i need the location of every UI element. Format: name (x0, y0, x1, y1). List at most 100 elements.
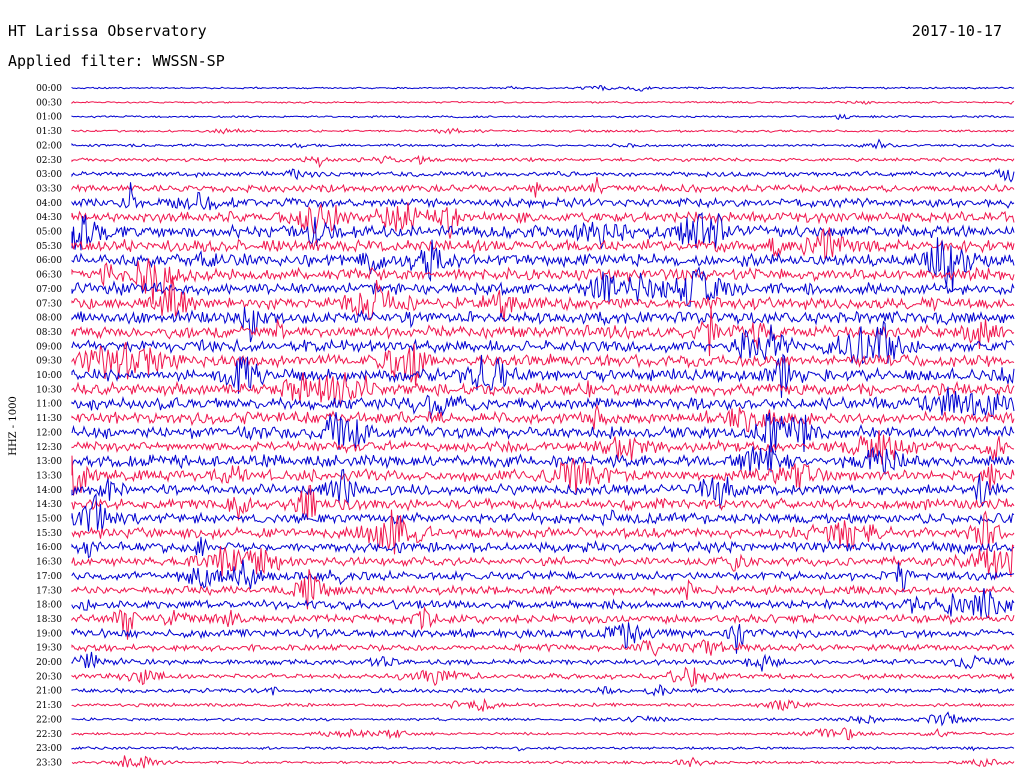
tick-label: 21:00 (36, 687, 62, 697)
trace-row (71, 588, 1015, 619)
trace-group (71, 85, 1015, 769)
tick-label: 15:30 (36, 529, 62, 539)
trace-row (71, 536, 1015, 559)
trace-row (71, 353, 1015, 398)
trace-row (71, 277, 1015, 322)
tick-label: 12:00 (36, 428, 62, 438)
trace-row (71, 372, 1015, 406)
tick-label: 05:30 (36, 242, 62, 252)
tick-label: 22:00 (36, 715, 62, 725)
tick-label: 19:30 (36, 644, 62, 654)
tick-label: 16:00 (36, 543, 62, 553)
tick-label: 14:30 (36, 500, 62, 510)
trace-row (71, 168, 1015, 183)
tick-label: 14:00 (36, 486, 62, 496)
tick-label: 00:30 (36, 98, 62, 108)
trace-row (71, 622, 1015, 654)
tick-label: 03:30 (36, 184, 62, 194)
trace-row (71, 265, 1015, 307)
trace-row (71, 559, 1015, 594)
tick-label: 18:00 (36, 601, 62, 611)
tick-label: 18:30 (36, 615, 62, 625)
trace-row (71, 307, 1015, 343)
trace-row (71, 138, 1014, 150)
tick-label: 11:00 (36, 400, 62, 410)
trace-row (71, 430, 1015, 465)
tick-label: 12:30 (36, 443, 62, 453)
trace-row (71, 308, 1015, 357)
trace-row (71, 666, 1015, 688)
tick-label: 08:00 (36, 314, 62, 324)
trace-row (71, 341, 1015, 386)
tick-label: 03:00 (36, 170, 62, 180)
tick-label: 10:00 (36, 371, 62, 381)
trace-row (71, 455, 1015, 496)
trace-row (71, 445, 1015, 476)
trace-row (71, 492, 1015, 532)
trace-row (71, 182, 1015, 211)
tick-label: 17:30 (36, 586, 62, 596)
trace-row (71, 569, 1015, 610)
trace-row (71, 403, 1015, 433)
trace-row (71, 154, 1015, 169)
tick-label: 07:00 (36, 285, 62, 295)
trace-row (71, 484, 1015, 521)
trace-row (71, 745, 1015, 752)
tick-label: 22:30 (36, 730, 62, 740)
tick-label: 13:00 (36, 457, 62, 467)
tick-label: 01:30 (36, 127, 62, 137)
tick-label: 23:30 (36, 758, 62, 768)
tick-label: 23:00 (36, 744, 62, 754)
tick-label: 04:00 (36, 199, 62, 209)
trace-row (71, 258, 1015, 305)
trace-row (71, 237, 1015, 292)
tick-label: 21:30 (36, 701, 62, 711)
tick-label: 04:30 (36, 213, 62, 223)
trace-row (71, 113, 1014, 120)
trace-row (71, 468, 1015, 509)
tick-label: 06:00 (36, 256, 62, 266)
tick-label: 01:00 (36, 113, 62, 123)
trace-row (71, 176, 1015, 198)
tick-label: 15:00 (36, 515, 62, 525)
trace-row (71, 100, 1015, 105)
filter-label: Applied filter: WWSSN-SP (8, 52, 225, 70)
trace-row (71, 212, 1015, 251)
tick-label: 17:00 (36, 572, 62, 582)
trace-row (71, 605, 1015, 640)
tick-label: 09:00 (36, 342, 62, 352)
trace-row (71, 509, 1015, 555)
trace-row (71, 227, 1015, 260)
trace-row (71, 711, 1015, 727)
trace-row (71, 755, 1015, 769)
tick-label: 02:30 (36, 156, 62, 166)
tick-label: 13:30 (36, 471, 62, 481)
station-title: HT Larissa Observatory (8, 22, 207, 40)
tick-label: 10:30 (36, 385, 62, 395)
tick-label: 20:30 (36, 672, 62, 682)
trace-row (71, 651, 1015, 672)
tick-label: 07:30 (36, 299, 62, 309)
trace-row (71, 386, 1015, 419)
tick-label-group: 00:00 00:30 01:00 01:30 02:00 02:30 03:00 03:30… (36, 84, 62, 768)
tick-label: 20:00 (36, 658, 62, 668)
trace-row (71, 202, 1015, 239)
trace-row (71, 727, 1015, 741)
tick-label: 08:30 (36, 328, 62, 338)
y-axis-label: HHZ - 1000 (8, 396, 19, 456)
record-date: 2017-10-17 (911, 22, 1002, 40)
trace-row (71, 697, 1015, 712)
trace-row (71, 85, 1015, 92)
trace-row (71, 639, 1015, 657)
tick-label: 16:30 (36, 558, 62, 568)
tick-label: 00:00 (36, 84, 62, 94)
trace-row (71, 683, 1015, 697)
tick-label: 05:00 (36, 228, 62, 238)
tick-label: 09:30 (36, 357, 62, 367)
tick-label: 06:30 (36, 271, 62, 281)
trace-row (71, 127, 1015, 135)
tick-label: 11:30 (36, 414, 62, 424)
tick-label: 02:00 (36, 141, 62, 151)
